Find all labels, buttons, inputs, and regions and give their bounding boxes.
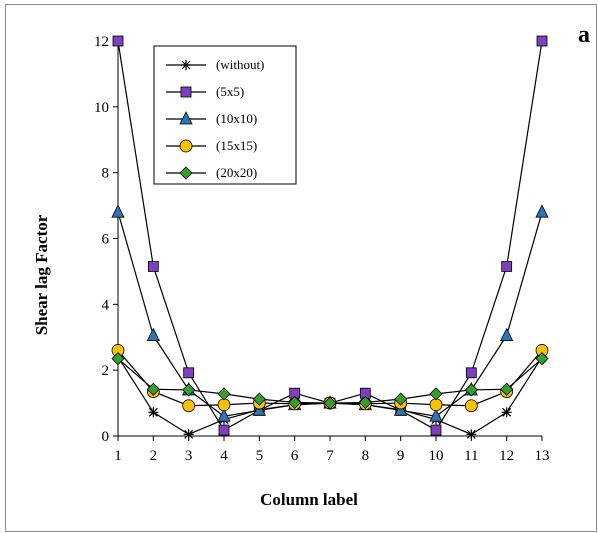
data-point-circle xyxy=(429,398,443,412)
series-layer xyxy=(111,35,549,440)
legend-label: (10x10) xyxy=(216,111,257,126)
data-point-star xyxy=(501,407,512,418)
legend-item: (20x20) xyxy=(166,165,257,180)
legend: (without) (5x5) (10x10) (15x15) (20x20) xyxy=(153,45,297,185)
data-point-diamond xyxy=(429,387,443,401)
x-tick-label: 2 xyxy=(150,448,158,464)
data-point-square xyxy=(536,35,548,47)
data-point-triangle xyxy=(535,204,549,218)
data-point-square xyxy=(430,424,442,436)
data-point-diamond xyxy=(464,383,478,397)
data-point-circle xyxy=(182,399,196,413)
legend-item: (without) xyxy=(166,57,264,72)
x-tick-label: 4 xyxy=(220,448,228,464)
series-2 xyxy=(111,204,549,422)
data-point-diamond xyxy=(323,396,337,410)
data-point-triangle xyxy=(429,408,443,422)
data-point-diamond xyxy=(252,392,266,406)
data-point-diamond xyxy=(179,166,193,180)
legend-item: (5x5) xyxy=(166,84,244,99)
x-tick-label: 9 xyxy=(397,448,405,464)
x-tick-label: 10 xyxy=(429,448,444,464)
x-tick-label: 6 xyxy=(291,448,299,464)
data-point-triangle xyxy=(111,204,125,218)
data-point-square xyxy=(180,86,192,98)
y-tick-label: 4 xyxy=(102,297,110,313)
y-tick-label: 12 xyxy=(94,34,109,50)
data-point-diamond xyxy=(146,382,160,396)
data-point-square xyxy=(147,261,159,272)
series-line xyxy=(117,212,543,417)
data-point-square xyxy=(183,367,195,379)
data-point-triangle xyxy=(146,327,160,342)
x-axis-title: Column label xyxy=(260,490,358,509)
x-tick-label: 12 xyxy=(499,448,514,464)
y-tick-label: 0 xyxy=(102,429,110,445)
data-point-square xyxy=(501,261,513,272)
x-tick-label: 5 xyxy=(256,448,264,464)
chart-frame xyxy=(5,4,597,532)
x-tick-label: 1 xyxy=(114,448,122,464)
data-point-diamond xyxy=(535,352,549,366)
data-point-diamond xyxy=(217,387,231,401)
y-tick-label: 2 xyxy=(102,363,110,379)
legend-label: (20x20) xyxy=(216,165,257,180)
data-point-diamond xyxy=(500,382,514,396)
x-tick-label: 11 xyxy=(464,448,478,464)
y-tick-label: 8 xyxy=(102,166,110,182)
data-point-star xyxy=(181,60,191,70)
x-tick-label: 7 xyxy=(326,448,334,464)
series-4 xyxy=(111,352,549,410)
x-tick-label: 3 xyxy=(185,448,193,464)
y-tick-label: 10 xyxy=(94,100,109,116)
data-point-square xyxy=(218,424,230,436)
data-point-diamond xyxy=(358,395,372,409)
data-point-square xyxy=(465,367,477,379)
data-point-star xyxy=(148,407,159,418)
panel-label: a xyxy=(578,22,590,48)
data-point-circle xyxy=(217,398,231,412)
data-point-star xyxy=(183,429,194,440)
legend-label: (15x15) xyxy=(216,138,257,153)
data-point-triangle xyxy=(179,111,193,125)
data-point-diamond xyxy=(111,352,125,366)
legend-label: (without) xyxy=(216,57,264,72)
x-tick-label: 8 xyxy=(362,448,370,464)
data-point-triangle xyxy=(500,327,514,342)
y-axis-title: Shear lag Factor xyxy=(32,214,51,335)
data-point-diamond xyxy=(288,395,302,409)
data-point-circle xyxy=(464,399,478,413)
data-point-diamond xyxy=(394,392,408,406)
data-point-star xyxy=(466,429,477,440)
data-point-circle xyxy=(179,139,193,153)
legend-item: (10x10) xyxy=(166,111,257,126)
legend-item: (15x15) xyxy=(166,138,257,153)
data-point-triangle xyxy=(217,408,231,422)
data-point-diamond xyxy=(182,383,196,397)
legend-label: (5x5) xyxy=(216,84,244,99)
x-tick-label: 13 xyxy=(535,448,550,464)
y-tick-label: 6 xyxy=(102,232,110,248)
data-point-square xyxy=(112,35,124,47)
legend-box xyxy=(153,45,297,185)
